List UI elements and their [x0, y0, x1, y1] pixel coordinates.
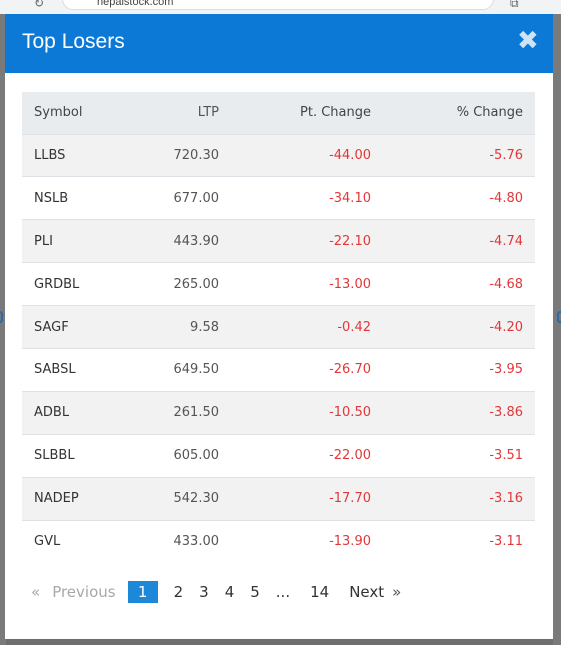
- previous-page-button: Previous: [52, 583, 116, 601]
- extensions-icon[interactable]: ⧉: [510, 0, 519, 10]
- cell-pct-change: -4.68: [383, 262, 535, 306]
- cell-symbol: SABSL: [22, 347, 132, 392]
- page-button-2[interactable]: 2: [173, 583, 184, 601]
- cell-pt-change: -13.90: [231, 519, 383, 563]
- pagination: « Previous 1 2 3 4 5 ... 14 Next »: [31, 581, 401, 603]
- cell-pt-change: -10.50: [231, 390, 383, 435]
- cell-ltp: 720.30: [132, 133, 231, 177]
- cell-pct-change: -5.76: [383, 133, 535, 177]
- carousel-prev-icon[interactable]: [0, 311, 3, 323]
- address-bar-url: nepalstock.com: [97, 0, 174, 8]
- table-row: GVL 433.00 -13.90 -3.11: [22, 519, 535, 563]
- top-losers-table: Symbol LTP Pt. Change % Change LLBS 720.…: [22, 92, 535, 563]
- table-row: NADEP 542.30 -17.70 -3.16: [22, 476, 535, 521]
- cell-pt-change: -13.00: [231, 262, 383, 306]
- table-row: SABSL 649.50 -26.70 -3.95: [22, 347, 535, 392]
- cell-symbol: SAGF: [22, 305, 132, 349]
- cell-pct-change: -3.16: [383, 476, 535, 521]
- table-row: NSLB 677.00 -34.10 -4.80: [22, 176, 535, 220]
- cell-symbol: GRDBL: [22, 262, 132, 306]
- cell-symbol: SLBBL: [22, 433, 132, 478]
- cell-ltp: 265.00: [132, 262, 231, 306]
- table-row: SLBBL 605.00 -22.00 -3.51: [22, 433, 535, 478]
- browser-toolbar: ↻ nepalstock.com ⧉: [0, 0, 561, 14]
- top-losers-table-wrapper: Symbol LTP Pt. Change % Change LLBS 720.…: [22, 92, 535, 563]
- cell-pct-change: -3.86: [383, 390, 535, 435]
- page-button-5[interactable]: 5: [250, 583, 260, 601]
- pagination-ellipsis: ...: [275, 583, 291, 601]
- cell-pt-change: -44.00: [231, 133, 383, 177]
- cell-ltp: 9.58: [132, 305, 231, 349]
- cell-pt-change: -26.70: [231, 347, 383, 392]
- table-row: GRDBL 265.00 -13.00 -4.68: [22, 262, 535, 306]
- cell-ltp: 649.50: [132, 347, 231, 392]
- cell-pct-change: -3.51: [383, 433, 535, 478]
- cell-pt-change: -17.70: [231, 476, 383, 521]
- column-header-symbol[interactable]: Symbol: [22, 92, 132, 135]
- reload-icon[interactable]: ↻: [34, 0, 45, 10]
- carousel-next-icon[interactable]: [557, 311, 561, 323]
- column-header-pct-change[interactable]: % Change: [383, 92, 535, 135]
- cell-pt-change: -22.10: [231, 219, 383, 263]
- cell-symbol: GVL: [22, 519, 132, 563]
- cell-pct-change: -4.74: [383, 219, 535, 263]
- cell-pct-change: -4.80: [383, 176, 535, 220]
- cell-ltp: 261.50: [132, 390, 231, 435]
- top-losers-modal: Top Losers ✖ Symbol LTP Pt. Change % Cha…: [5, 14, 553, 639]
- page-button-1[interactable]: 1: [127, 581, 158, 603]
- address-bar[interactable]: nepalstock.com: [62, 0, 494, 10]
- cell-ltp: 443.90: [132, 219, 231, 263]
- cell-ltp: 542.30: [132, 476, 231, 521]
- modal-header: Top Losers ✖: [5, 14, 553, 73]
- cell-ltp: 605.00: [132, 433, 231, 478]
- cell-pt-change: -22.00: [231, 433, 383, 478]
- column-header-ltp[interactable]: LTP: [132, 92, 231, 135]
- cell-symbol: PLI: [22, 219, 132, 263]
- modal-title: Top Losers: [22, 30, 125, 53]
- cell-pt-change: -0.42: [231, 305, 383, 349]
- last-page-icon[interactable]: »: [392, 583, 402, 601]
- column-header-pt-change[interactable]: Pt. Change: [231, 92, 383, 135]
- cell-symbol: ADBL: [22, 390, 132, 435]
- table-header-row: Symbol LTP Pt. Change % Change: [22, 92, 535, 135]
- next-page-button[interactable]: Next: [349, 583, 385, 601]
- cell-symbol: NSLB: [22, 176, 132, 220]
- table-row: ADBL 261.50 -10.50 -3.86: [22, 390, 535, 435]
- page-button-14[interactable]: 14: [310, 583, 330, 601]
- table-row: LLBS 720.30 -44.00 -5.76: [22, 133, 535, 177]
- cell-pct-change: -3.95: [383, 347, 535, 392]
- cell-symbol: NADEP: [22, 476, 132, 521]
- table-row: PLI 443.90 -22.10 -4.74: [22, 219, 535, 263]
- cell-pt-change: -34.10: [231, 176, 383, 220]
- page-button-3[interactable]: 3: [199, 583, 209, 601]
- close-icon[interactable]: ✖: [517, 25, 539, 55]
- cell-pct-change: -4.20: [383, 305, 535, 349]
- cell-ltp: 677.00: [132, 176, 231, 220]
- page-backdrop-left: [0, 14, 6, 645]
- cell-symbol: LLBS: [22, 133, 132, 177]
- cell-pct-change: -3.11: [383, 519, 535, 563]
- page-button-4[interactable]: 4: [224, 583, 235, 601]
- cell-ltp: 433.00: [132, 519, 231, 563]
- first-page-icon: «: [31, 583, 41, 601]
- table-row: SAGF 9.58 -0.42 -4.20: [22, 305, 535, 349]
- page-backdrop-right: [553, 14, 561, 645]
